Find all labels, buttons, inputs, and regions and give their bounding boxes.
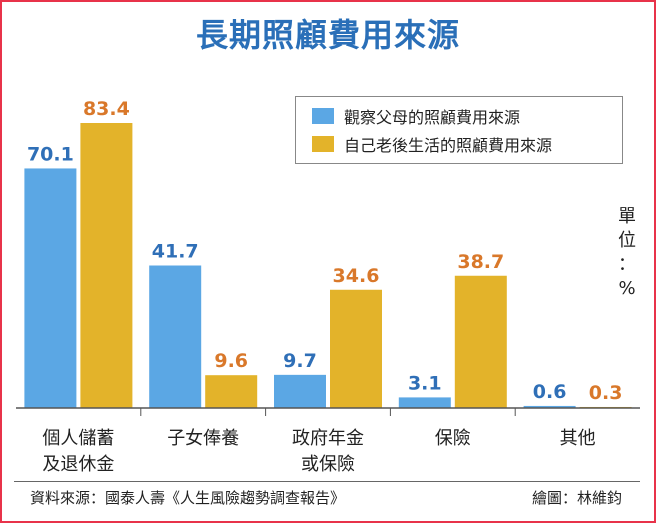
bar-series1 xyxy=(523,405,576,408)
data-label-series2: 83.4 xyxy=(83,98,130,120)
credit-note: 繪圖：林維鈞 xyxy=(531,489,622,507)
bar-series2 xyxy=(330,289,382,408)
legend-swatch-series2 xyxy=(312,136,334,152)
legend-label-series2: 自己老後生活的照顧費用來源 xyxy=(344,136,553,155)
legend-label-series1: 觀察父母的照顧費用來源 xyxy=(344,108,521,127)
data-label-series2: 38.7 xyxy=(457,251,504,273)
category-label: 及退休金 xyxy=(42,454,114,475)
bar-series1 xyxy=(398,397,451,408)
data-label-series1: 0.6 xyxy=(533,381,567,403)
unit-char: 位 xyxy=(618,230,636,251)
category-label: 保險 xyxy=(435,428,471,449)
legend-swatch-series1 xyxy=(312,108,334,124)
bar-series1 xyxy=(274,374,326,408)
source-note: 資料來源：國泰人壽《人生風險趨勢調查報告》 xyxy=(30,489,346,507)
category-label: 其他 xyxy=(560,428,596,449)
unit-label: 單位 ：% xyxy=(613,205,641,301)
legend-item-series1: 觀察父母的照顧費用來源 xyxy=(312,103,520,129)
data-label-series1: 9.7 xyxy=(283,350,317,372)
data-label-series2: 0.3 xyxy=(589,382,623,404)
unit-char: % xyxy=(618,278,636,299)
category-label: 子女俸養 xyxy=(167,428,239,449)
unit-char: ： xyxy=(618,254,636,275)
bar-series1 xyxy=(149,265,202,408)
bar-series2 xyxy=(454,275,507,408)
category-label: 或保險 xyxy=(301,454,355,475)
category-label: 個人儲蓄 xyxy=(42,428,114,449)
bar-series1 xyxy=(24,168,77,408)
legend: 觀察父母的照顧費用來源 自己老後生活的照顧費用來源 xyxy=(295,96,623,164)
data-label-series1: 3.1 xyxy=(408,372,442,394)
unit-char: 單 xyxy=(618,206,636,227)
legend-item-series2: 自己老後生活的照顧費用來源 xyxy=(312,131,552,157)
chart-title: 長期照顧費用來源 xyxy=(195,16,460,54)
bar-series2 xyxy=(205,375,258,408)
bar-series2 xyxy=(80,123,133,408)
data-label-series2: 34.6 xyxy=(333,265,380,287)
data-label-series2: 9.6 xyxy=(214,350,248,372)
data-label-series1: 70.1 xyxy=(27,143,74,165)
footer-divider xyxy=(14,481,640,482)
category-label: 政府年金 xyxy=(292,428,364,449)
data-label-series1: 41.7 xyxy=(152,241,199,263)
